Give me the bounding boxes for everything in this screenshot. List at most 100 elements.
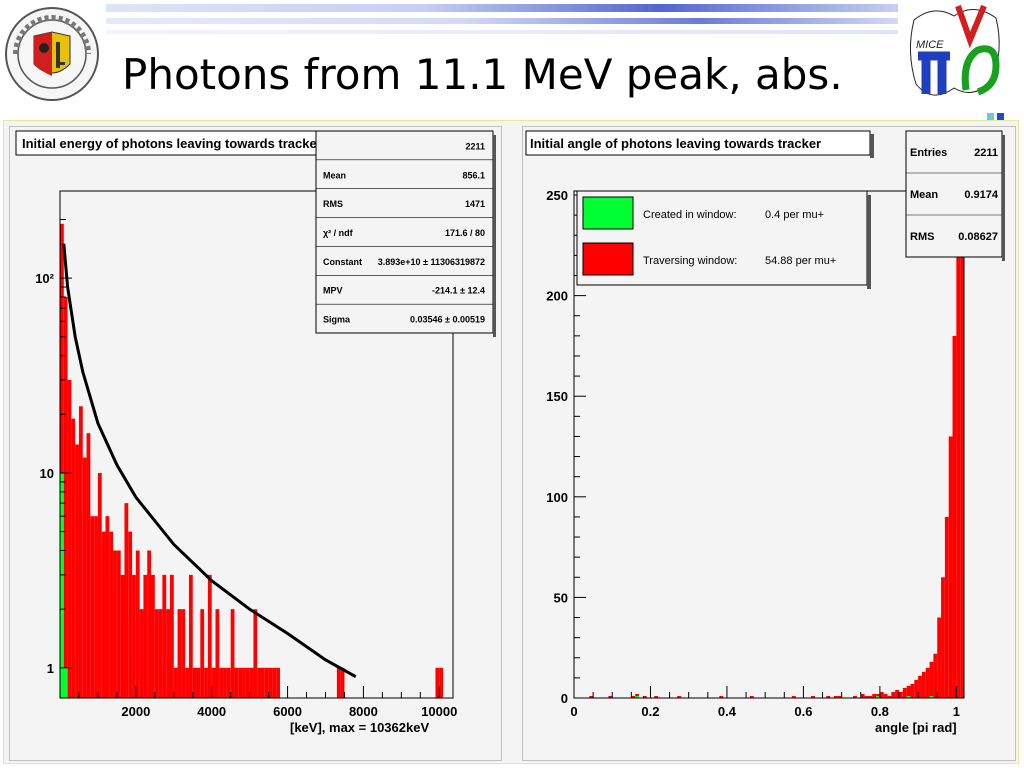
stats-label: Mean [910,189,938,201]
legend-value: 54.88 per mu+ [765,255,836,267]
university-seal-icon [5,7,99,101]
slide-header: Photons from 11.1 MeV peak, abs. MICE [0,0,1024,120]
y-tick-label: 10² [35,271,54,286]
histogram-bar [272,667,277,698]
histogram-bar [261,667,265,698]
histogram-bar [204,667,208,698]
x-tick-label: 0.2 [641,704,659,719]
histogram-bar [933,653,938,698]
y-tick-label: 250 [546,188,568,203]
plot-frame [59,190,454,699]
histogram-bar [902,687,907,698]
histogram-bar [162,574,167,698]
histogram-bar [719,695,724,698]
x-tick-label: 2000 [121,704,150,719]
stats-label: χ² / ndf [323,228,354,238]
histogram-bar [78,406,83,698]
histogram-bar [135,550,140,698]
histogram-bar [837,695,842,698]
histogram-bar [90,516,95,698]
histogram-bar [937,617,942,698]
histogram-bar [249,667,254,698]
histogram-bar [654,695,659,698]
histogram-bar [608,695,613,698]
stats-value: 0.08627 [958,231,998,243]
title-box-shadow [870,134,874,158]
histogram-bar [192,667,197,698]
histogram-bar [219,667,224,698]
histogram-bar [196,667,201,698]
histogram-bar [234,667,239,698]
stats-label: RMS [910,231,934,243]
histogram-bar [67,380,72,698]
histogram-bar [435,667,440,698]
histogram-bar [60,223,64,698]
angle-histogram-panel: 0 50 100 150 200 250 0 0.2 0.4 0.6 0.8 1 angle [pi… [522,126,1016,761]
histogram-bar [791,695,796,698]
header-stripe-top [106,4,898,12]
histogram-bar [257,667,262,698]
histogram-bar [906,695,911,698]
legend-swatch [582,242,634,276]
y-axis-ticks: 0 50 100 150 200 250 [546,188,586,706]
y-axis-ticks: 1 10 10² [35,218,72,676]
stats-value: -214.1 ± 12.4 [432,286,485,296]
stats-label: MPV [323,286,343,296]
y-tick-label: 10 [40,466,54,481]
histogram-bar [173,667,178,698]
histogram-bar [749,695,754,698]
stats-value: 1471 [465,199,485,209]
histogram-bar [166,609,170,698]
decor-square [997,113,1004,120]
histogram-bar [63,667,68,698]
stats-value: 856.1 [462,170,485,180]
x-tick-label: 0.6 [794,704,812,719]
histogram-bar [105,516,110,698]
histogram-bar [642,695,647,698]
histogram-bar [207,574,212,698]
histogram-bar [139,609,144,698]
stats-label: RMS [323,199,343,209]
x-tick-label: 0.4 [718,704,737,719]
histogram-bar [120,574,125,698]
histogram-bar [868,695,873,698]
histogram-bar [200,609,205,698]
histogram-bar [109,531,114,698]
stats-value: 3.893e+10 ± 11306319872 [378,257,485,267]
energy-histogram-chart: 1 10 10² 2000 4000 6000 8000 10000 [keV], max … [15,130,496,735]
stats-box-shadow [493,135,496,337]
header-stripe-accent [106,30,898,34]
histogram-bar [944,516,949,698]
stats-box-shadow [1002,135,1005,261]
histogram-bar [960,191,964,698]
stats-box [905,130,1003,258]
mice-logo: MICE [904,0,1008,114]
legend-value: 0.4 per mu+ [765,209,824,221]
histogram-bar [631,695,636,698]
y-tick-label: 100 [546,490,568,505]
chart-title: Initial energy of photons leaving toward… [22,136,322,151]
histogram-bar [811,695,815,698]
y-tick-label: 150 [546,389,568,404]
histogram-bar [952,335,957,698]
histogram-bar [154,609,159,698]
histogram-bar [211,667,216,698]
histogram-bar [71,418,76,698]
histogram-bar [268,667,273,698]
histogram-bar [941,577,945,698]
x-tick-label: 0.8 [871,704,889,719]
histogram-bar [635,695,639,698]
histogram-bar [147,550,152,698]
histogram-bar [336,667,341,698]
histogram-bar [883,693,888,698]
histogram-bar [63,297,68,698]
histogram-bar [918,675,922,698]
histogram-bar [264,667,269,698]
stats-box [315,130,494,334]
stats-entries: 2211 Mean 856.1 RMS 1471 χ² / ndf 171.6 / 80 Co… [316,141,493,325]
stats-entries: Entries 2211 Mean 0.9174 RMS 0.08627 [906,147,1002,243]
legend-label: Created in window: [643,209,737,221]
histogram-bar [185,667,189,698]
x-axis-ticks: 0 0.2 0.4 0.6 0.8 1 [570,686,960,719]
histogram-bar [276,667,280,698]
